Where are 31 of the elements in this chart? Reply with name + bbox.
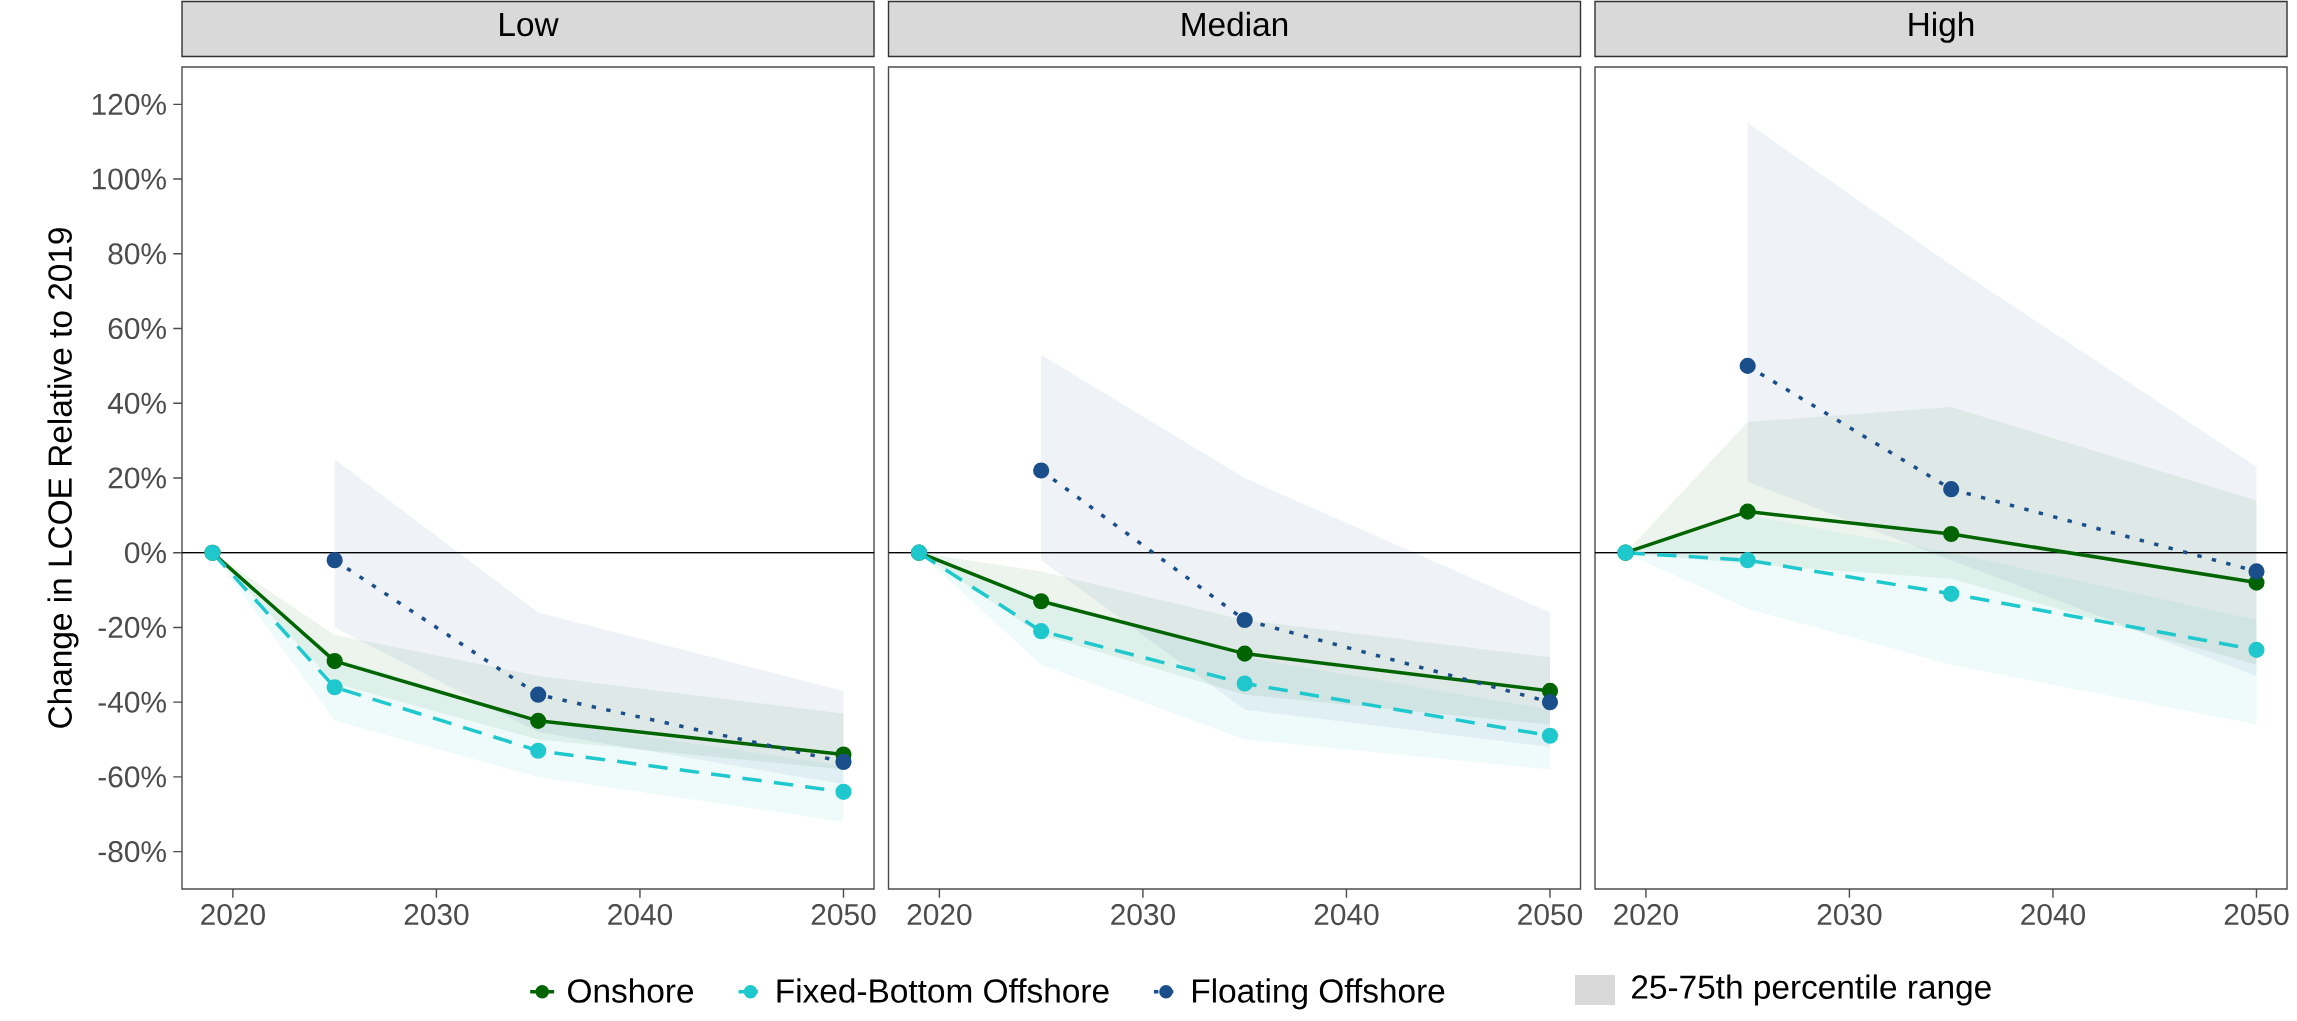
y-tick-label: -40% xyxy=(98,691,166,713)
x-tick-label: 2050 xyxy=(1518,903,1583,926)
x-tick-label: 2050 xyxy=(811,903,876,926)
y-axis-title: Change in LCOE Relative to 2019 xyxy=(47,228,79,728)
chart-title: Low xyxy=(500,12,559,37)
y-tick-label: 40% xyxy=(107,392,166,414)
x-tick-label: 2040 xyxy=(608,903,673,926)
x-tick-label: 2020 xyxy=(1614,903,1678,926)
x-tick-label: 2030 xyxy=(1111,903,1175,926)
y-tick-label: 80% xyxy=(108,243,166,265)
x-tick-label: 2040 xyxy=(1314,903,1379,926)
y-tick-label: -60% xyxy=(98,766,166,788)
y-tick-label: 0% xyxy=(124,542,166,564)
x-tick-label: 2030 xyxy=(404,903,469,926)
x-tick-label: 2050 xyxy=(2224,903,2289,926)
legend-label: Floating Offshore xyxy=(1193,978,1445,1010)
x-tick-label: 2030 xyxy=(1817,903,1882,926)
x-tick-label: 2040 xyxy=(2021,903,2086,926)
y-tick-label: 60% xyxy=(108,317,166,340)
y-tick-label: 20% xyxy=(108,467,166,489)
chart-title: Median xyxy=(1182,11,1288,37)
y-tick-label: 100% xyxy=(92,168,166,190)
chart-title: High xyxy=(1909,11,1974,43)
y-tick-label: 120% xyxy=(92,93,166,115)
y-tick-label: -20% xyxy=(98,616,166,639)
y-tick-label: -80% xyxy=(98,841,166,863)
x-tick-label: 2020 xyxy=(907,903,972,926)
text: 25-75th percentile range xyxy=(1632,974,1991,1006)
x-tick-label: 2020 xyxy=(201,903,265,926)
legend-label: Onshore xyxy=(568,978,694,1003)
legend-label: Fixed-Bottom Offshore xyxy=(777,978,1109,1003)
